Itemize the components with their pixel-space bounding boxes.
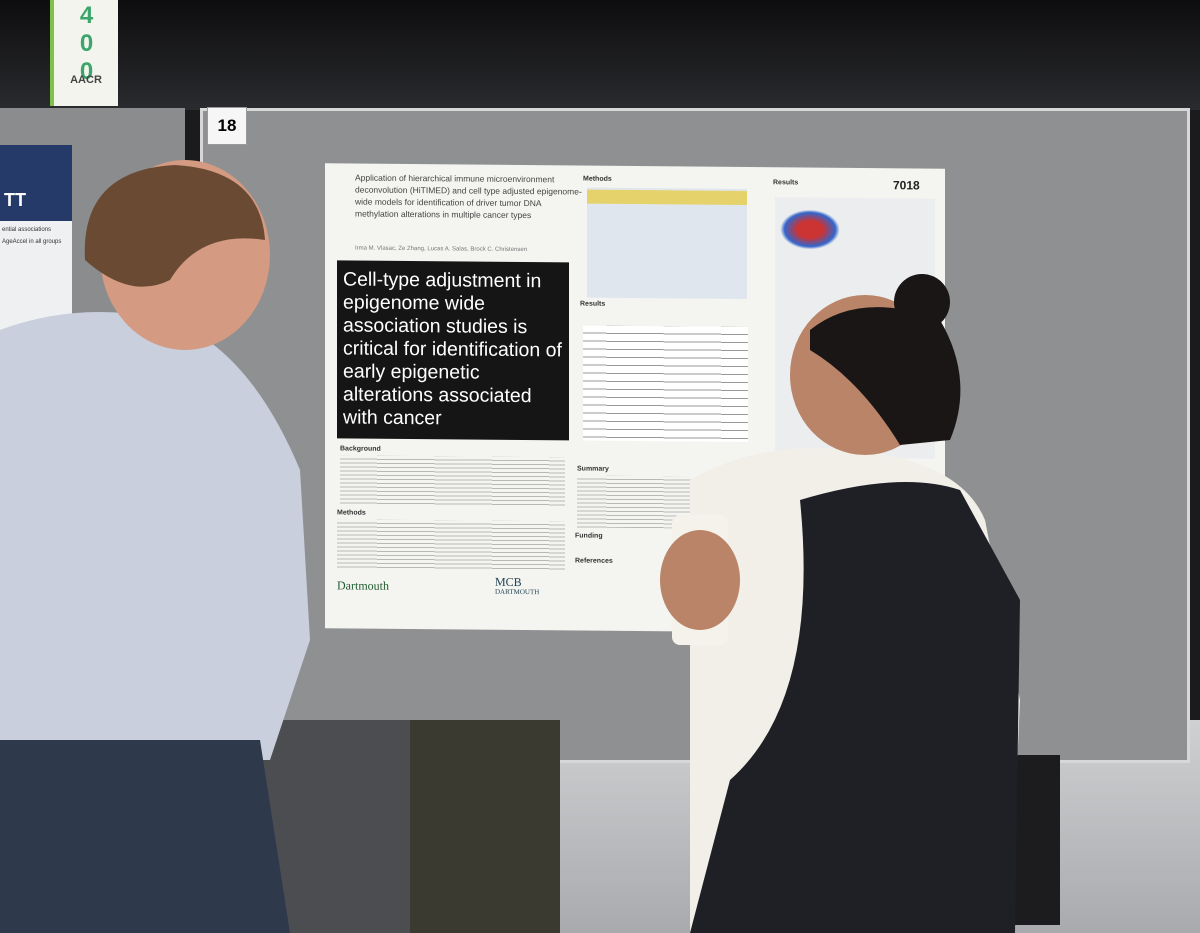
- poster-text: AgeAccel in all groups: [2, 239, 62, 245]
- woman-hair: [810, 307, 961, 445]
- ceiling: [0, 0, 1200, 110]
- woman-bun: [894, 274, 950, 330]
- man-hair: [84, 165, 265, 287]
- board-number: 18: [207, 107, 247, 145]
- person-background: [410, 720, 560, 933]
- poster-text: ential associations: [2, 227, 52, 233]
- man-shirt: [0, 312, 310, 760]
- woman-dress: [690, 482, 1020, 933]
- man-jeans: [0, 740, 290, 933]
- poster: TT ential associations AgeAccel in all g…: [0, 145, 72, 345]
- banner-number: 400: [73, 2, 100, 86]
- hand: [660, 530, 740, 630]
- poster-logo: TT: [0, 145, 72, 221]
- banner-logo: AACR: [70, 74, 102, 86]
- banner: 400 AACR: [50, 0, 118, 106]
